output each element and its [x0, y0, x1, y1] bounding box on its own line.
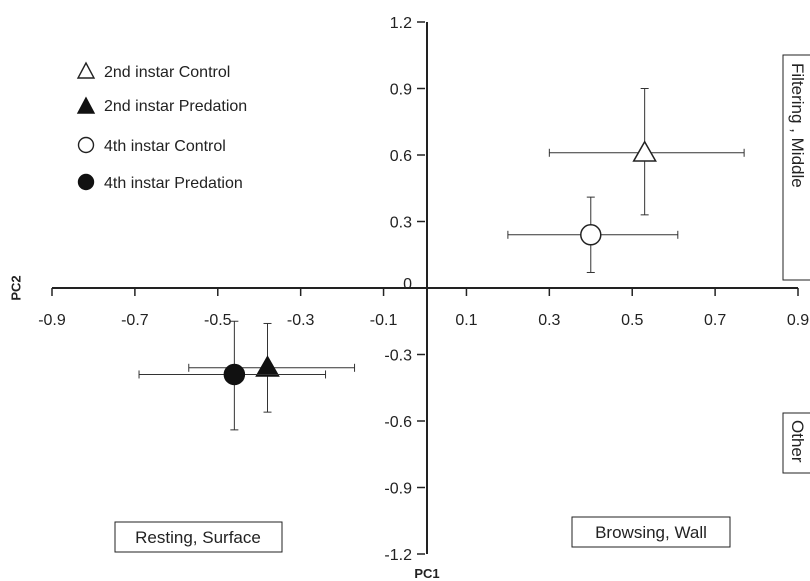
data-point-triangle-open — [548, 88, 745, 216]
open-circle-marker — [77, 136, 95, 154]
x-tick-label: 0.1 — [455, 312, 477, 329]
legend-label: 4th instar Control — [104, 138, 226, 155]
annotation-box — [782, 54, 810, 281]
annotation-browsing-wall: Browsing, Wall — [571, 516, 731, 548]
y-tick-label: -1.2 — [384, 547, 412, 564]
legend-label: 4th instar Predation — [104, 175, 243, 192]
y-tick-label: 0.9 — [390, 82, 412, 99]
y-tick-label: -0.3 — [384, 348, 412, 365]
circle-marker — [223, 363, 246, 386]
y-tick-label: -0.6 — [384, 414, 412, 431]
y-axis-title: PC2 — [8, 275, 23, 300]
data-point-triangle-filled — [188, 322, 356, 413]
legend-item-4th-control: 4th instar Control — [77, 136, 226, 155]
circle-marker — [580, 224, 602, 246]
y-tick-label: 0 — [403, 276, 412, 293]
annotation-box — [571, 516, 731, 548]
legend-label: 2nd instar Predation — [104, 98, 247, 115]
x-tick-label: 0.7 — [704, 312, 726, 329]
x-tick-label: -0.9 — [38, 312, 66, 329]
x-tick-label: -0.1 — [370, 312, 398, 329]
x-tick-label: 0.5 — [621, 312, 643, 329]
annotation-filtering-middle: Filtering , Middle — [782, 54, 810, 281]
x-tick-label: 0.9 — [787, 312, 809, 329]
annotation-box — [114, 521, 283, 553]
annotation-text: Filtering , Middle — [788, 63, 807, 188]
x-tick-label: 0.3 — [538, 312, 560, 329]
legend-item-4th-predation: 4th instar Predation — [77, 173, 243, 192]
x-tick-label: -0.3 — [287, 312, 315, 329]
triangle-marker — [632, 140, 657, 162]
annotation-other: Other — [782, 412, 810, 474]
y-tick-label: 0.6 — [390, 148, 412, 165]
x-axis-title: PC1 — [414, 566, 439, 581]
annotation-text: Other — [788, 420, 807, 463]
annotation-resting-surface: Resting, Surface — [114, 521, 283, 553]
series-layer — [138, 88, 745, 431]
legend: 2nd instar Control 2nd instar Predation … — [76, 61, 247, 192]
y-tick-label: -0.9 — [384, 481, 412, 498]
y-tick-label: 0.3 — [390, 215, 412, 232]
y-ticks: 1.2 0.9 0.6 0.3 0 -0.3 -0.6 -0.9 -1.2 — [384, 15, 425, 564]
x-tick-label: -0.5 — [204, 312, 232, 329]
legend-item-2nd-control: 2nd instar Control — [76, 61, 230, 81]
triangle-marker — [255, 355, 280, 377]
annotation-text: Resting, Surface — [135, 528, 261, 547]
filled-circle-marker — [77, 173, 95, 191]
y-tick-label: 1.2 — [390, 15, 412, 32]
legend-item-2nd-predation: 2nd instar Predation — [76, 96, 247, 115]
data-point-circle-open — [507, 196, 679, 273]
annotation-text: Browsing, Wall — [595, 523, 707, 542]
data-point-circle-filled — [138, 320, 327, 431]
x-tick-label: -0.7 — [121, 312, 149, 329]
filled-triangle-marker — [76, 96, 96, 114]
open-triangle-marker — [76, 61, 96, 79]
legend-label: 2nd instar Control — [104, 64, 230, 81]
x-ticks: -0.9 -0.7 -0.5 -0.3 -0.1 0.1 0.3 0.5 0.7 0.9 — [38, 288, 809, 329]
annotation-box — [782, 412, 810, 474]
